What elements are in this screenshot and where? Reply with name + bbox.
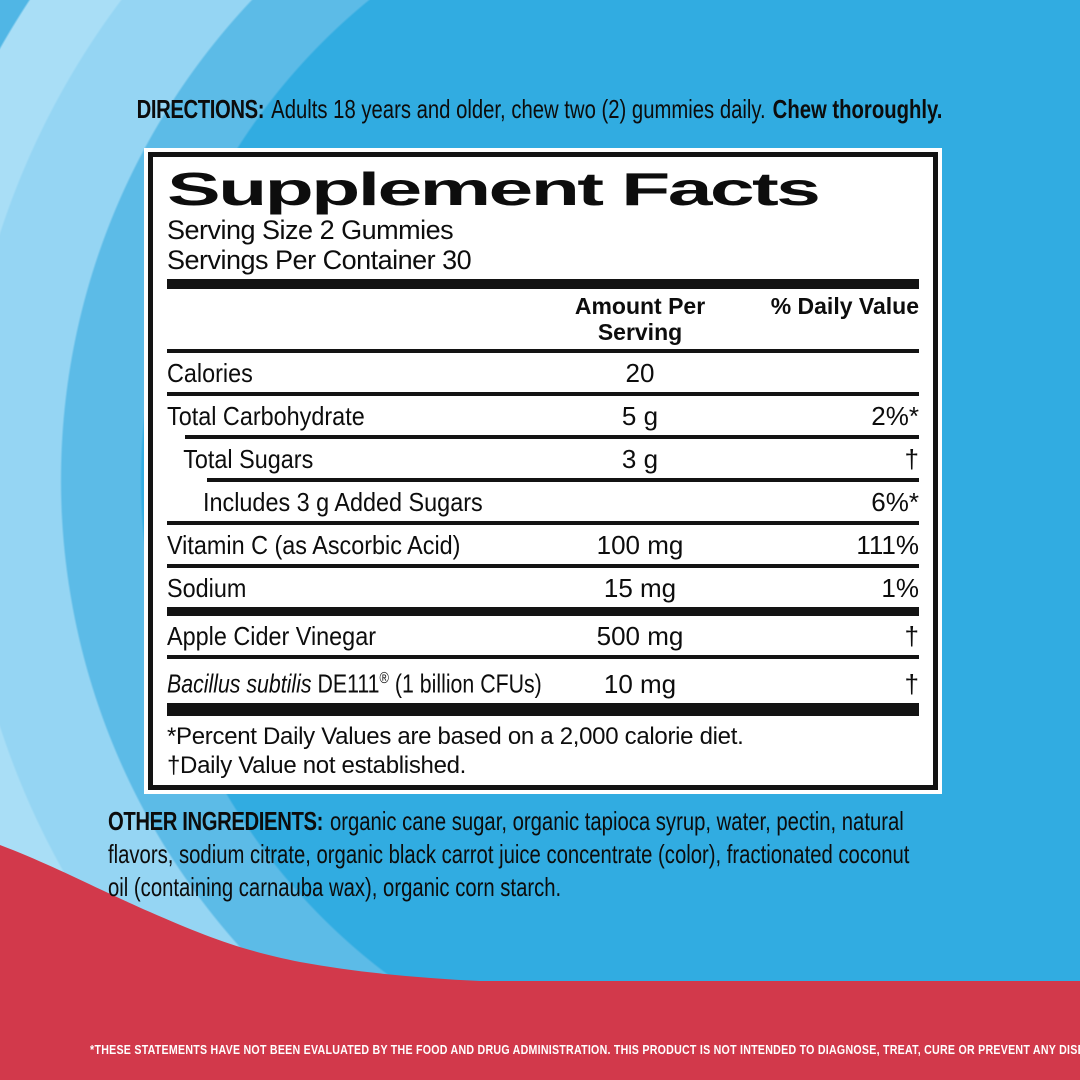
nutrient-amount: 3 g [621, 444, 659, 474]
other-ingredients-line: flavors, sodium citrate, organic black c… [108, 839, 1048, 872]
other-ingredients-line: OTHER INGREDIENTS: organic cane sugar, or… [108, 806, 1048, 839]
row-added-sugars: Includes 3 g Added Sugars 6%* [167, 482, 919, 521]
nutrient-name: Calories [167, 358, 253, 388]
row-vitamin-c: Vitamin C (as Ascorbic Acid) 100 mg 111% [167, 525, 919, 564]
other-ingredients-label: OTHER INGREDIENTS: [108, 806, 323, 836]
separator [167, 521, 919, 525]
fda-disclaimer: *THESE STATEMENTS HAVE NOT BEEN EVALUATE… [0, 1041, 1080, 1059]
divider-bar [167, 279, 919, 289]
nutrient-daily-value: † [904, 668, 919, 699]
other-ingredients-line3: oil (containing carnauba wax), organic c… [108, 872, 562, 902]
column-header-amount: Amount Per Serving [574, 293, 706, 345]
row-calories: Calories 20 [167, 353, 919, 392]
nutrient-name-italic: Bacillus subtilis [167, 668, 312, 699]
column-header-row: Amount Per Serving % Daily Value [167, 289, 919, 349]
separator [207, 478, 919, 482]
other-ingredients-text: OTHER INGREDIENTS: organic cane sugar, or… [108, 806, 1048, 905]
nutrient-daily-value: 1% [881, 573, 919, 603]
column-header-daily-value: % Daily Value [770, 293, 919, 319]
directions-emphasis: Chew thoroughly. [773, 94, 943, 124]
nutrient-name: Includes 3 g Added Sugars [203, 487, 483, 517]
separator [167, 349, 919, 353]
nutrient-amount: 20 [625, 358, 655, 388]
nutrient-daily-value: 2%* [871, 401, 919, 431]
nutrient-name: Vitamin C (as Ascorbic Acid) [167, 530, 461, 560]
footnote-daily-value-not-established: †Daily Value not established. [167, 751, 467, 779]
row-sodium: Sodium 15 mg 1% [167, 568, 919, 607]
divider-bar [167, 702, 919, 716]
other-ingredients-line1: organic cane sugar, organic tapioca syru… [329, 806, 904, 836]
nutrient-daily-value: 6%* [871, 487, 919, 517]
panel-footnotes: *Percent Daily Values are based on a 2,0… [167, 722, 919, 780]
nutrient-name: Total Sugars [183, 444, 314, 474]
directions-label: DIRECTIONS: [137, 94, 265, 124]
separator [167, 392, 919, 396]
nutrient-daily-value: † [904, 444, 919, 474]
nutrient-name: Apple Cider Vinegar [167, 621, 377, 651]
row-total-carbohydrate: Total Carbohydrate 5 g 2%* [167, 396, 919, 435]
separator [185, 435, 919, 439]
nutrient-amount: 15 mg [603, 573, 677, 603]
row-total-sugars: Total Sugars 3 g † [167, 439, 919, 478]
separator [167, 655, 919, 659]
nutrient-name-rest: (1 billion CFUs) [388, 668, 542, 699]
panel-title: Supplement Facts [167, 163, 821, 215]
directions-text: DIRECTIONS: Adults 18 years and older, ch… [0, 94, 1080, 125]
nutrient-daily-value: 111% [856, 530, 919, 560]
nutrient-amount: 5 g [621, 401, 659, 431]
fda-disclaimer-text: *THESE STATEMENTS HAVE NOT BEEN EVALUATE… [90, 1043, 1080, 1057]
servings-per-container: Servings Per Container 30 [167, 245, 472, 275]
registered-trademark-symbol: ® [379, 670, 389, 687]
separator [167, 564, 919, 568]
nutrient-amount: 100 mg [596, 530, 684, 560]
directions-body: Adults 18 years and older, chew two (2) … [271, 94, 767, 124]
nutrient-name: Sodium [167, 573, 247, 603]
nutrient-name: Total Carbohydrate [167, 401, 365, 431]
nutrient-name: Bacillus subtilis DE111® (1 billion CFUs… [167, 664, 542, 699]
supplement-facts-panel: Supplement Facts Serving Size 2 Gummies … [148, 152, 938, 790]
serving-size: Serving Size 2 Gummies [167, 215, 454, 245]
other-ingredients-line: oil (containing carnauba wax), organic c… [108, 872, 1048, 905]
nutrient-amount: 10 mg [603, 668, 677, 699]
footnote-percent-daily-values: *Percent Daily Values are based on a 2,0… [167, 722, 744, 750]
nutrient-name-mid: DE111 [311, 668, 380, 699]
row-bacillus-subtilis: Bacillus subtilis DE111® (1 billion CFUs… [167, 659, 919, 703]
other-ingredients-line2: flavors, sodium citrate, organic black c… [108, 839, 910, 869]
nutrient-daily-value: † [904, 621, 919, 651]
nutrient-amount: 500 mg [596, 621, 684, 651]
divider-bar [167, 607, 919, 616]
row-apple-cider-vinegar: Apple Cider Vinegar 500 mg † [167, 616, 919, 655]
